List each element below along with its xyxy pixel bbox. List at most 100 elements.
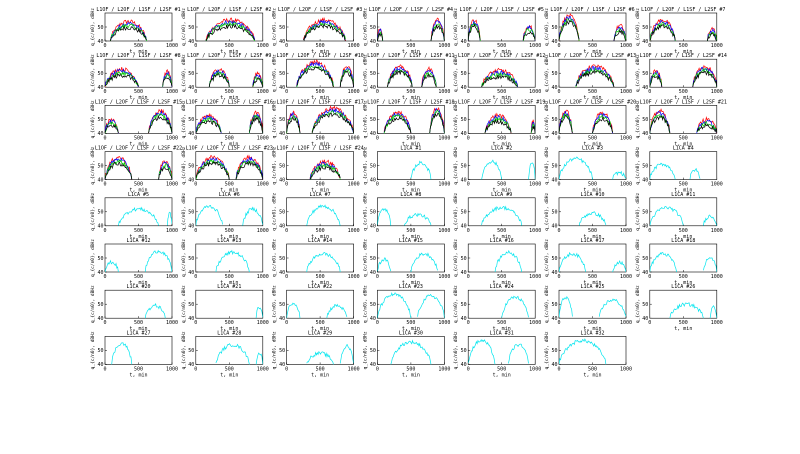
x-axis-label: t, min <box>402 280 420 286</box>
y-tick-label: 40 <box>642 85 648 91</box>
y-tick-label: 50 <box>461 348 467 354</box>
y-axis-label: q_{c/n0}, dBHz <box>635 146 641 184</box>
series-group <box>195 154 263 180</box>
series-line-l2sf <box>158 167 172 180</box>
x-tick-label: 500 <box>588 274 597 280</box>
series-line-l1sf <box>468 22 481 41</box>
series-line-l2sf <box>235 160 263 180</box>
series-line-l1ca <box>242 206 263 226</box>
y-tick-label: 40 <box>642 270 648 276</box>
series-line-l1sf <box>387 69 413 88</box>
series-group <box>377 252 439 272</box>
x-axis-label: t, min <box>493 49 511 55</box>
series-line-l1ca <box>215 249 250 272</box>
series-line-l1ca <box>105 259 119 272</box>
y-tick-label: 40 <box>97 131 103 137</box>
y-axis-label: q_{c/n0}, dBHz <box>362 54 368 92</box>
panel-title: L1CA #6 <box>219 192 240 198</box>
series-group <box>195 204 263 226</box>
y-axis-label: q_{c/n0}, dBHz <box>544 8 550 46</box>
x-axis-label: t, min <box>129 141 147 147</box>
y-axis-label: q_{c/n0}, dBHz <box>272 146 278 184</box>
panel-title: L1OF / L2OF / L1SF / L2SF #24 <box>276 146 363 152</box>
x-axis-label: t, min <box>493 188 511 194</box>
series-line-l1ca <box>649 252 677 272</box>
x-tick-label: 1000 <box>348 366 360 372</box>
y-tick-label: 50 <box>97 256 103 262</box>
y-tick-label: 50 <box>461 117 467 123</box>
x-axis-label: t, min <box>311 95 329 101</box>
y-axis-label: q_{c/n0}, dBHz <box>181 193 187 231</box>
plot-frame <box>286 197 354 227</box>
x-tick-label: 0 <box>103 228 106 234</box>
x-tick-label: 0 <box>557 274 560 280</box>
x-tick-label: 0 <box>103 182 106 188</box>
series-group <box>387 64 437 88</box>
y-tick-label: 50 <box>642 117 648 123</box>
x-tick-label: 0 <box>648 274 651 280</box>
series-line-l1ca <box>377 208 392 226</box>
plot-frame <box>467 289 536 319</box>
y-tick-label: 50 <box>370 302 376 308</box>
x-axis-label: t, min <box>311 372 329 378</box>
series-line-l2sf <box>105 161 133 180</box>
panel-title: L1OF / L2OF / L1SF / L2SF #5 <box>460 7 544 13</box>
y-tick-label: 40 <box>97 177 103 183</box>
series-line-l2of <box>110 21 147 41</box>
plot-frame <box>467 58 536 88</box>
y-axis-label: q_{c/n0}, dBHz <box>90 54 96 92</box>
series-line-l1of <box>429 106 445 134</box>
x-tick-label: 1000 <box>711 89 723 95</box>
x-tick-label: 1000 <box>348 43 360 49</box>
series-line-l2sf <box>429 112 445 133</box>
series-line-l1of <box>696 116 717 134</box>
series-line-l2sf <box>383 116 412 134</box>
panel-title: L1OF / L2OF / L1SF / L2SF #17 <box>276 99 363 105</box>
panel-title: L1CA #15 <box>399 238 423 244</box>
panel-title: L1CA #7 <box>310 192 331 198</box>
y-tick-label: 50 <box>370 348 376 354</box>
series-line-l1ca <box>118 206 159 226</box>
series-line-l2sf <box>575 69 615 88</box>
y-tick-label: 50 <box>551 25 557 31</box>
x-tick-label: 500 <box>588 320 597 326</box>
series-group <box>481 67 519 88</box>
y-tick-label: 40 <box>551 362 557 368</box>
series-line-l1ca <box>528 162 536 180</box>
series-line-l1ca <box>144 249 172 272</box>
y-axis-label: q_{c/n0}, dBHz <box>181 8 187 46</box>
series-line-l2of <box>205 19 256 41</box>
x-axis-label: t, min <box>583 326 601 332</box>
series-line-l1sf <box>162 73 172 87</box>
y-tick-label: 40 <box>642 39 648 45</box>
series-group <box>559 13 626 41</box>
x-tick-label: 0 <box>285 182 288 188</box>
x-tick-label: 500 <box>406 366 415 372</box>
x-axis-label: t, min <box>129 234 147 240</box>
y-axis-label: q_{c/n0}, dBHz <box>90 193 96 231</box>
series-line-l2sf <box>148 115 172 134</box>
x-tick-label: 500 <box>497 182 506 188</box>
x-tick-label: 500 <box>679 43 688 49</box>
series-line-l1sf <box>148 113 172 133</box>
series-line-l1ca <box>255 352 263 365</box>
x-tick-label: 500 <box>497 274 506 280</box>
x-tick-label: 0 <box>467 43 470 49</box>
y-axis-label: q_{c/n0}, dBHz <box>453 331 459 369</box>
x-tick-label: 0 <box>376 320 379 326</box>
x-tick-label: 1000 <box>438 43 450 49</box>
series-group <box>649 252 717 272</box>
x-tick-label: 1000 <box>438 135 450 141</box>
x-tick-label: 1000 <box>166 274 178 280</box>
series-line-l2of <box>208 69 230 88</box>
x-tick-label: 1000 <box>529 274 541 280</box>
panel-title: L1CA #9 <box>491 192 512 198</box>
